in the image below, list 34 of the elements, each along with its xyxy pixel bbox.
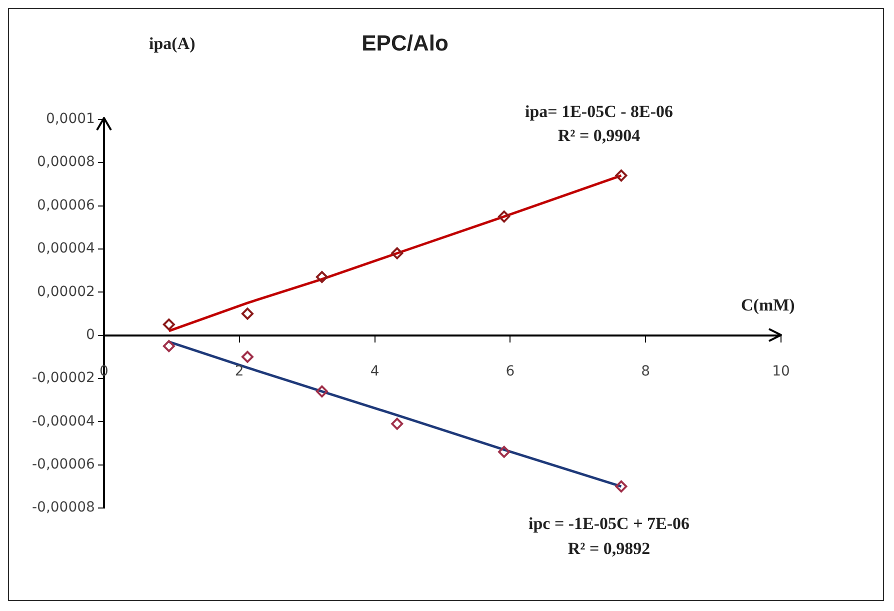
y-tick-label: 0,00004 — [37, 240, 96, 257]
point — [162, 340, 175, 352]
x-tick-label: 10 — [772, 363, 790, 380]
y-tick-label: 0,0001 — [46, 111, 95, 128]
point — [498, 446, 510, 458]
text: R² = 0,9892 — [568, 539, 650, 558]
x-tick-label: 6 — [506, 363, 515, 380]
point — [615, 170, 628, 182]
point — [241, 308, 254, 320]
y-tick-label: -0,00006 — [32, 456, 96, 472]
point — [615, 480, 628, 492]
x-tick-label: 4 — [370, 363, 380, 380]
y-tick-label: -0,00004 — [32, 413, 96, 430]
point — [498, 210, 510, 223]
annotation: R² = 0,9904 — [558, 126, 641, 145]
y-tick-label: -0,00002 — [32, 370, 95, 386]
x-tick-label: 2 — [234, 363, 244, 380]
y-axis-title: ipa(A) — [149, 34, 196, 53]
chart-title: EPC/Alo — [362, 30, 448, 56]
annotation: ipa= 1E-05C - 8E-06 — [524, 102, 674, 121]
x-axis-title: C(mM) — [741, 295, 795, 314]
point — [316, 271, 328, 283]
x-tick-label: 8 — [641, 363, 650, 380]
point — [391, 247, 404, 260]
y-tick-label: 0 — [86, 326, 95, 343]
point — [391, 418, 404, 430]
y-tick-label: -0,00008 — [32, 500, 95, 516]
point — [162, 318, 175, 330]
y-tick-label: 0,00006 — [37, 197, 96, 214]
point — [316, 385, 328, 398]
text: ipc = -1E-05C + 7E-06 — [528, 514, 690, 533]
y-tick-label: 0,00008 — [37, 154, 95, 170]
y-tick-label: 0,00002 — [37, 284, 95, 300]
point — [241, 350, 254, 363]
